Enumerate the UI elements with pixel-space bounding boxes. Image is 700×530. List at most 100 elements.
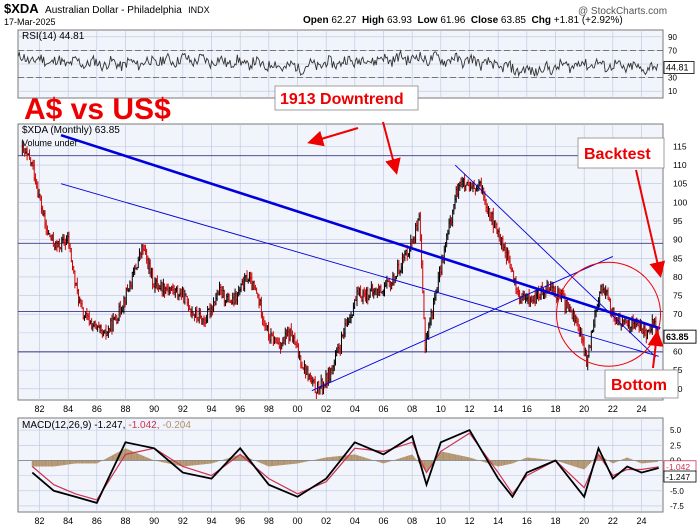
- chg-label: Chg: [531, 15, 551, 26]
- price-xtick-label: 92: [178, 404, 188, 414]
- backtest-highlight-circle: [556, 261, 662, 367]
- downtrend-label: 1913 Downtrend: [280, 91, 404, 108]
- macd-legend-part: -1.042,: [128, 420, 159, 431]
- high-value: 63.93: [386, 15, 412, 26]
- macd-legend-part: MACD(12,26,9) -1.247,: [22, 420, 125, 431]
- macd-xtick-label: 18: [550, 516, 560, 526]
- open-value: 62.27: [331, 15, 357, 26]
- trendline-lower-channel-line: [60, 183, 659, 357]
- price-xtick-label: 82: [34, 404, 44, 414]
- macd-ytick-label: 2.5: [670, 441, 682, 450]
- exchange-label: INDX: [188, 5, 210, 15]
- rsi-legend: RSI(14) 44.81: [22, 31, 85, 42]
- price-xtick-label: 96: [235, 404, 245, 414]
- price-last-value-box: [663, 329, 697, 344]
- price-xtick-label: 94: [206, 404, 216, 414]
- watermark: @ StockCharts.com: [578, 6, 668, 17]
- macd-signal-value-label: -1.042: [666, 462, 690, 472]
- price-ytick-label: 85: [673, 253, 683, 263]
- price-ytick-label: 70: [673, 309, 683, 319]
- trendline-2011-falling-line: [454, 164, 657, 358]
- price-ytick-label: 90: [673, 235, 683, 245]
- close-label: Close: [470, 15, 499, 26]
- low-label: Low: [417, 15, 438, 26]
- price-xtick-label: 10: [436, 404, 446, 414]
- price-legend: $XDA (Monthly) 63.85: [22, 125, 120, 136]
- price-xtick-label: 08: [407, 404, 417, 414]
- price-xtick-label: 20: [579, 404, 589, 414]
- price-panel-frame: [17, 123, 664, 401]
- downtrend-label-box: [274, 85, 419, 111]
- price-xtick-label: 84: [63, 404, 73, 414]
- macd-xtick-label: 90: [149, 516, 159, 526]
- rsi-ytick-label: 70: [668, 46, 677, 55]
- macd-last-value-box: [663, 470, 697, 483]
- open-label: Open: [303, 15, 329, 26]
- macd-xtick-label: 16: [522, 516, 532, 526]
- price-xtick-label: 16: [522, 404, 532, 414]
- price-xtick-label: 12: [464, 404, 474, 414]
- price-ytick-label: 75: [673, 291, 683, 301]
- rsi-ytick-label: 30: [668, 74, 677, 83]
- price-xtick-label: 90: [149, 404, 159, 414]
- macd-xtick-label: 10: [436, 516, 446, 526]
- instrument-name: Australian Dollar - Philadelphia: [45, 5, 182, 16]
- price-ytick-label: 115: [673, 141, 687, 151]
- price-xtick-label: 18: [550, 404, 560, 414]
- macd-xtick-label: 84: [63, 516, 73, 526]
- chart-title-annotation: A$ vs US$: [24, 93, 171, 126]
- macd-xtick-label: 14: [493, 516, 503, 526]
- price-xtick-label: 22: [608, 404, 618, 414]
- macd-xtick-label: 98: [264, 516, 274, 526]
- rsi-series-line: [17, 49, 659, 78]
- price-ytick-label: 60: [673, 347, 683, 357]
- price-ytick-label: 105: [673, 179, 687, 189]
- macd-xtick-label: 06: [378, 516, 388, 526]
- price-ytick-label: 95: [673, 216, 683, 226]
- backtest-label-box: [577, 137, 665, 169]
- symbol-label: $XDA: [4, 1, 39, 16]
- rsi-ytick-label: 10: [668, 87, 677, 96]
- ohlc-row: Open 62.27 High 63.93 Low 61.96 Close 63…: [303, 15, 623, 26]
- price-xtick-label: 88: [120, 404, 130, 414]
- macd-xtick-label: 02: [321, 516, 331, 526]
- macd-xtick-label: 24: [636, 516, 646, 526]
- chg-value: +1.81 (+2.92%): [553, 15, 623, 26]
- macd-xtick-label: 88: [120, 516, 130, 526]
- bottom-label-box: [604, 369, 679, 399]
- macd-xtick-label: 96: [235, 516, 245, 526]
- price-xtick-label: 04: [350, 404, 360, 414]
- macd-ytick-label: -5.0: [670, 487, 684, 496]
- macd-line: [31, 428, 659, 504]
- macd-ytick-label: -7.5: [670, 502, 684, 511]
- macd-xtick-label: 92: [178, 516, 188, 526]
- price-xtick-label: 14: [493, 404, 503, 414]
- rsi-ytick-label: 90: [668, 33, 677, 42]
- annotation-arrow: [307, 127, 359, 147]
- price-gridlines: [18, 124, 663, 400]
- annotation-arrow: [647, 330, 664, 369]
- annotation-arrow: [635, 169, 666, 278]
- annotation-arrow: [382, 121, 401, 175]
- macd-last-value-label: -1.247: [666, 472, 690, 482]
- price-xtick-label: 86: [92, 404, 102, 414]
- macd-xtick-label: 20: [579, 516, 589, 526]
- macd-xtick-label: 00: [292, 516, 302, 526]
- price-xtick-label: 06: [378, 404, 388, 414]
- close-value: 63.85: [500, 15, 526, 26]
- macd-legend: MACD(12,26,9) -1.247, -1.042, -0.204: [22, 420, 191, 431]
- rsi-last-value-label: 44.81: [666, 63, 689, 73]
- macd-xtick-label: 22: [608, 516, 618, 526]
- date-label: 17-Mar-2025: [4, 17, 56, 27]
- macd-xtick-label: 82: [34, 516, 44, 526]
- price-xtick-label: 00: [292, 404, 302, 414]
- low-value: 61.96: [440, 15, 466, 26]
- high-label: High: [361, 15, 385, 26]
- macd-xtick-label: 12: [464, 516, 474, 526]
- price-last-value-label: 63.85: [666, 332, 689, 342]
- macd-legend-part: -0.204: [163, 420, 192, 431]
- macd-ytick-label: 5.0: [670, 426, 682, 435]
- price-ytick-label: 100: [673, 197, 687, 207]
